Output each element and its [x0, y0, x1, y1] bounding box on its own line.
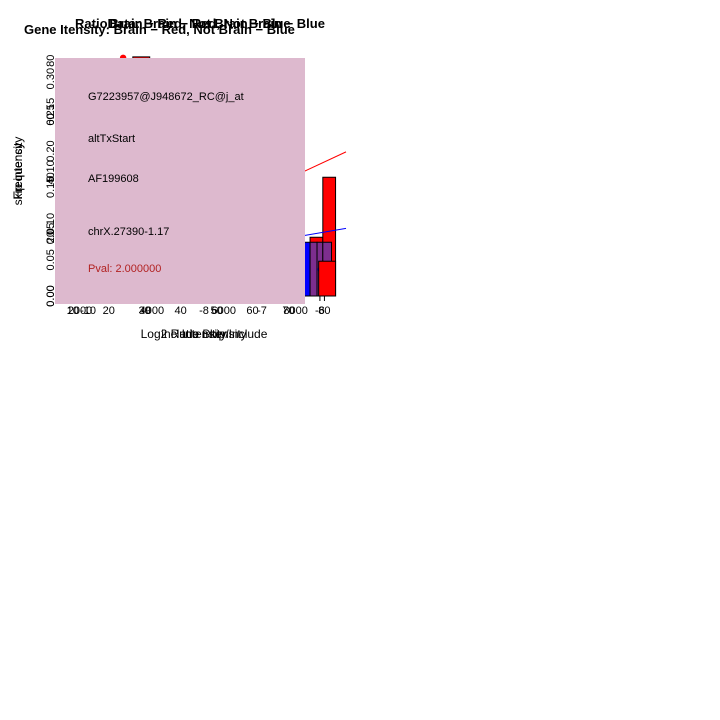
x-tick-label: 80	[318, 305, 330, 317]
x-tick-label: -9	[141, 305, 151, 317]
x-tick-label: -6	[315, 305, 325, 317]
x-tick-label: -8	[199, 305, 209, 317]
ratio-histogram-title: RatioData: Brain − Red, Not Brain − Blue	[75, 16, 325, 31]
y-tick-label: 0.10	[45, 213, 57, 234]
scatter-title: Brain − Red, Not Brain − Blue	[109, 16, 291, 31]
x-tick-label: 40	[175, 305, 187, 317]
info-line-accession: AF199608	[88, 173, 139, 185]
x-tick-label: 10	[67, 305, 79, 317]
x-tick-label: 70	[282, 305, 294, 317]
x-tick-label: 50	[210, 305, 222, 317]
x-tick-label: 30	[139, 305, 151, 317]
x-tick-label: 6000	[212, 305, 236, 317]
panel-info-box: G7223957@J948672_RC@j_at altTxStart AF19…	[0, 0, 360, 360]
info-line-event-type: altTxStart	[88, 133, 136, 145]
y-tick-label: 0.20	[45, 140, 57, 161]
x-axis-label: Log2 Ratio Skip/Include	[141, 327, 268, 341]
x-tick-label: -10	[80, 305, 96, 317]
info-line-pval: Pval: 2.000000	[88, 263, 162, 275]
gene-histogram-title: Gene Itensity: Brain − Red, Not Brain − …	[24, 22, 295, 37]
x-axis-label: include intensity	[161, 327, 246, 341]
y-tick-label: 0.25	[45, 104, 57, 125]
y-tick-label: 0.30	[45, 68, 57, 89]
y-tick-label: 0.05	[45, 249, 57, 270]
x-tick-label: 4000	[140, 305, 164, 317]
y-tick-label: 0.15	[45, 177, 57, 198]
y-tick-label: 0.05	[45, 223, 57, 244]
y-tick-label: 40	[45, 172, 57, 184]
y-axis-label: Frequency	[11, 143, 25, 200]
y-tick-label: 80	[45, 55, 57, 67]
x-tick-label: -7	[257, 305, 267, 317]
info-box: G7223957@J948672_RC@j_at altTxStart AF19…	[55, 58, 305, 304]
x-tick-label: 2000	[68, 305, 92, 317]
hist-bar-red	[318, 260, 337, 297]
y-tick-label: 0.15	[45, 98, 57, 119]
x-tick-label: 60	[246, 305, 258, 317]
y-axis-label: skip intensity	[11, 137, 25, 206]
x-tick-label: 8000	[283, 305, 307, 317]
x-tick-label: 20	[103, 305, 115, 317]
y-tick-label: 0.00	[45, 285, 57, 306]
y-tick-label: 0.00	[45, 285, 57, 306]
y-tick-label: 20	[45, 231, 57, 243]
y-tick-label: 60	[45, 113, 57, 125]
info-line-location: chrX.27390-1.17	[88, 226, 170, 238]
x-axis-label: Intensity	[182, 327, 227, 341]
y-tick-label: 0.10	[45, 160, 57, 181]
y-axis-label: Frequency	[11, 143, 25, 200]
info-line-probe-id: G7223957@J948672_RC@j_at	[88, 91, 244, 103]
